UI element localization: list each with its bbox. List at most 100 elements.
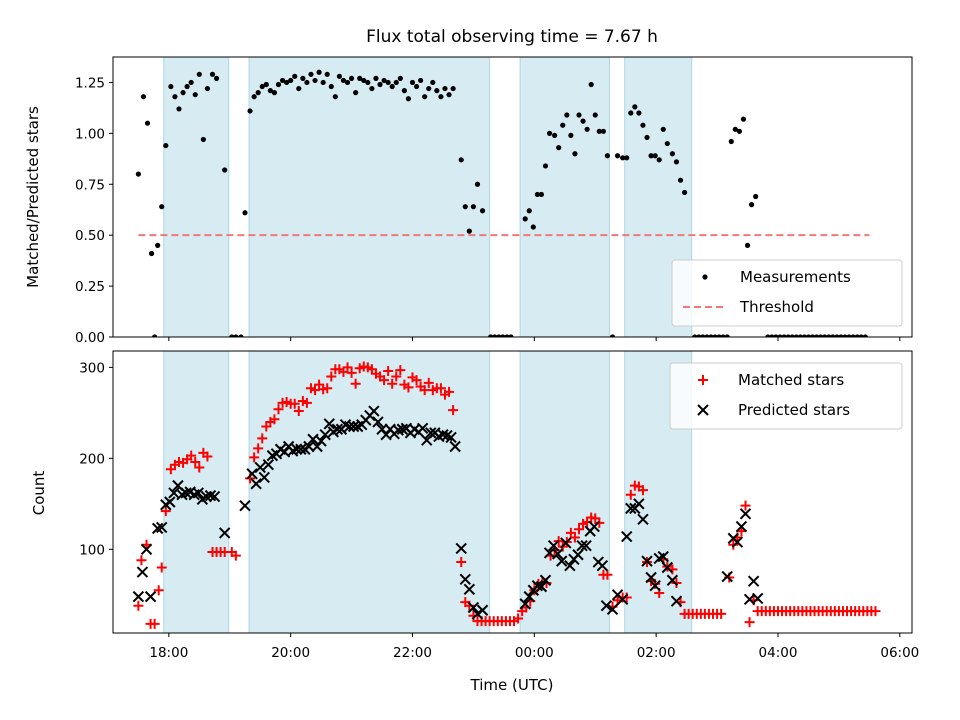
predicted-stars-point-92: [576, 539, 588, 552]
predicted-stars-point-121: [747, 575, 760, 587]
matched-stars-point-25: [249, 452, 260, 463]
matched-stars-point-35: [289, 398, 300, 409]
matched-stars-point-104: [573, 524, 584, 535]
matched-stars-point-44: [326, 371, 337, 382]
measurements-point-163: [846, 334, 852, 337]
predicted-stars-point-52: [372, 416, 384, 428]
matched-stars-point-31: [273, 404, 284, 415]
predicted-stars-point-101: [616, 593, 629, 606]
predicted-stars-point-95: [588, 520, 600, 533]
matched-stars-point-36: [293, 406, 304, 417]
measurements-point-142: [753, 193, 759, 200]
bottom-y-axis-label: Count: [30, 471, 48, 516]
measurements-point-133: [716, 334, 722, 337]
measurements-point-70: [430, 79, 436, 86]
measurements-point-81: [479, 208, 486, 214]
top-y-tick-label-3: 0.75: [75, 177, 105, 193]
predicted-stars-point-51: [368, 405, 380, 417]
predicted-stars-point-98: [600, 600, 613, 612]
measurements-point-73: [442, 85, 448, 92]
chart-title: Flux total observing time = 7.67 h: [366, 27, 658, 47]
measurements-point-105: [592, 112, 598, 118]
x-tick-label-2: 22:00: [393, 645, 432, 661]
x-tick-label-5: 04:00: [759, 645, 798, 661]
x-tick-label-3: 00:00: [515, 645, 554, 661]
measurements-point-43: [320, 79, 326, 86]
predicted-stars-point-1: [136, 566, 149, 578]
measurements-point-120: [656, 157, 662, 163]
measurements-point-0: [135, 171, 141, 177]
predicted-stars-point-33: [295, 443, 307, 455]
threshold-legend-label: Threshold: [739, 298, 814, 316]
measurements-point-56: [373, 75, 379, 81]
measurements-point-26: [251, 94, 257, 100]
measurements-point-143: [765, 334, 771, 337]
top-subplot: 0.00 0.25 0.50 0.75 1.00 1.25 Measurements Thre…: [75, 56, 913, 346]
measurements-point-37: [296, 85, 302, 92]
measurements-point-28: [259, 83, 265, 90]
predicted-stars-point-91: [572, 549, 584, 561]
measurements-point-123: [669, 151, 676, 157]
predicted-stars-point-38: [315, 435, 327, 447]
predicted-stars-point-89: [564, 559, 576, 572]
measurements-point-115: [636, 110, 642, 116]
predicted-stars-point-105: [633, 498, 645, 510]
bottom-legend: Matched stars Predicted stars: [669, 362, 903, 430]
measurements-point-138: [736, 128, 743, 134]
predicted-stars-point-3: [144, 590, 157, 603]
measurements-point-69: [426, 85, 432, 92]
measurements-point-83: [492, 334, 498, 337]
predicted-stars-point-108: [645, 571, 657, 584]
top-legend-box: [671, 259, 903, 327]
predicted-stars-point-102: [621, 530, 633, 543]
measurements-point-125: [677, 177, 684, 183]
matched-stars-point-48: [342, 362, 353, 373]
measurements-point-90: [530, 224, 536, 230]
matched-stars-point-116: [625, 489, 636, 500]
predicted-stars-point-76: [471, 608, 484, 620]
matched-stars-point-6: [156, 562, 167, 573]
measurements-point-25: [247, 108, 253, 114]
matched-stars-point-75: [456, 557, 467, 568]
predicted-stars-point-114: [670, 595, 683, 607]
measurements-point-86: [504, 334, 510, 337]
measurements-point-134: [720, 334, 726, 337]
measurements-point-121: [660, 126, 666, 132]
matched-stars-point-103: [569, 532, 580, 543]
predicted-stars-point-0: [132, 590, 145, 603]
measurements-point-49: [344, 79, 351, 86]
matched-stars-point-43: [322, 383, 333, 394]
top-observing-window-2: [519, 56, 610, 338]
predicted-stars-point-93: [580, 539, 592, 552]
measurements-point-117: [644, 134, 650, 141]
measurements-point-33: [279, 77, 286, 84]
predicted-stars-legend-marker: [697, 404, 709, 416]
predicted-stars-point-112: [661, 561, 674, 574]
x-tick-label-6: 06:00: [880, 645, 919, 661]
predicted-stars-point-7: [164, 496, 176, 508]
predicted-stars-point-45: [343, 420, 356, 433]
measurements-point-18: [209, 71, 216, 77]
measurements-point-161: [838, 334, 844, 337]
measurements-point-68: [422, 94, 428, 100]
measurements-point-140: [744, 242, 751, 248]
predicted-stars-point-19: [218, 527, 231, 539]
predicted-stars-point-111: [657, 550, 669, 563]
predicted-stars-point-72: [455, 542, 467, 555]
predicted-stars-point-87: [556, 555, 568, 567]
matched-stars-point-59: [387, 378, 398, 389]
measurements-point-84: [496, 334, 502, 337]
predicted-stars-point-25: [262, 459, 275, 471]
predicted-stars-point-79: [523, 590, 535, 603]
measurements-point-5: [155, 242, 161, 248]
measurements-point-62: [397, 75, 403, 81]
measurements-point-124: [673, 159, 680, 165]
measurements-point-87: [508, 334, 514, 337]
predicted-stars-point-58: [396, 423, 409, 435]
bottom-subplot: 100 200 300 18:00 20:00 22:00 00:00 02:00 04:00 0…: [79, 350, 919, 661]
measurements-point-2: [144, 120, 151, 126]
measurements-point-55: [369, 85, 375, 92]
measurements-point-136: [728, 138, 734, 145]
measurements-point-41: [312, 77, 318, 84]
